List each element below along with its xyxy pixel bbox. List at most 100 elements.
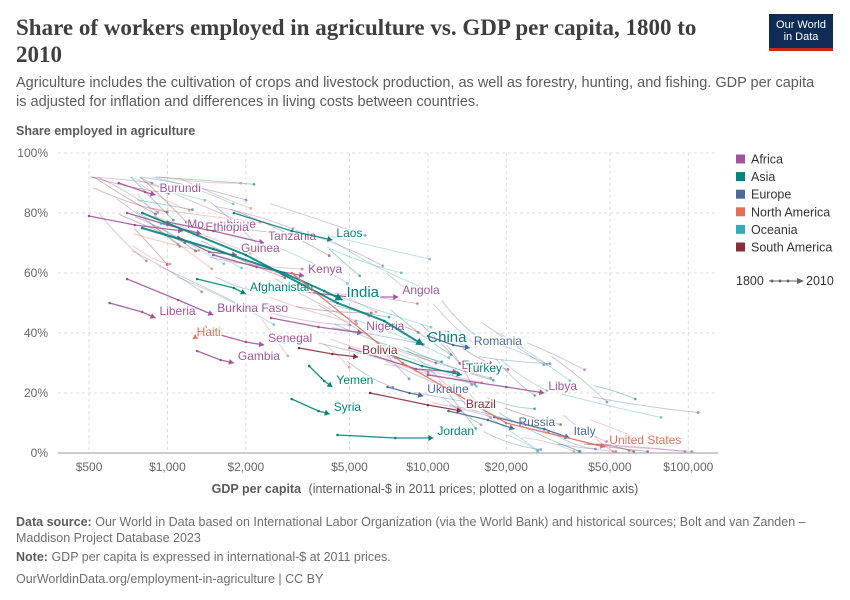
legend-item-oceania[interactable]: Oceania: [736, 223, 798, 237]
series-label: Haiti: [197, 325, 221, 339]
background-trail-end: [154, 212, 158, 216]
series-brazil[interactable]: Brazil: [368, 391, 497, 414]
background-trail: [261, 318, 289, 357]
background-trail-end: [690, 450, 694, 453]
series-label: Romania: [474, 334, 522, 348]
background-trail: [385, 272, 410, 293]
series-point: [87, 214, 91, 218]
legend-item-asia[interactable]: Asia: [736, 170, 775, 184]
background-trail-end: [203, 198, 207, 202]
series-end-arrow: [149, 190, 156, 197]
background-trail: [466, 390, 491, 418]
series-end-arrow: [464, 344, 470, 351]
background-trail: [268, 296, 357, 325]
series-syria[interactable]: Syria: [290, 397, 363, 416]
background-trail-end: [572, 450, 576, 453]
legend-item-south-america[interactable]: South America: [736, 241, 832, 255]
series-jordan[interactable]: Jordan: [336, 423, 476, 441]
series-bolivia[interactable]: Bolivia: [297, 342, 399, 360]
series-nigeria[interactable]: Nigeria: [269, 316, 406, 336]
background-trail: [354, 319, 450, 359]
series-liberia[interactable]: Liberia: [108, 301, 197, 320]
series-angola[interactable]: Angola: [269, 282, 442, 300]
background-trail-end: [447, 356, 451, 360]
series-united-states[interactable]: United States: [290, 271, 683, 449]
series-point: [426, 373, 430, 377]
series-tanzania[interactable]: Tanzania: [166, 220, 318, 245]
background-trail-end: [354, 319, 358, 323]
series-gambia[interactable]: Gambia: [195, 348, 282, 365]
series-point: [212, 229, 215, 233]
background-trail: [498, 412, 581, 452]
series-burkina-faso[interactable]: Burkina Faso: [125, 277, 290, 317]
background-trail-end: [611, 450, 615, 453]
series-egypt[interactable]: Egypt: [348, 346, 494, 375]
background-trail: [158, 176, 241, 184]
background-trail: [135, 216, 196, 252]
series-end-arrow: [258, 238, 265, 245]
footer-url[interactable]: OurWorldinData.org/employment-in-agricul…: [16, 572, 324, 586]
series-point: [244, 253, 248, 257]
background-trail: [384, 363, 482, 384]
series-end-arrow: [258, 341, 265, 348]
background-trail: [561, 393, 662, 418]
background-trail-end: [239, 181, 243, 185]
series-point: [317, 409, 320, 413]
background-trail: [89, 176, 153, 184]
series-turkey[interactable]: Turkey: [368, 346, 504, 377]
series-point: [386, 385, 389, 389]
series-end-arrow: [456, 371, 462, 377]
background-trail: [556, 443, 580, 452]
background-trail-end: [248, 251, 252, 255]
background-trail-end: [568, 379, 572, 383]
background-trail: [209, 256, 303, 270]
legend-item-north-america[interactable]: North America: [736, 205, 830, 219]
background-trail-end: [539, 448, 543, 451]
background-trail: [588, 430, 614, 452]
series-laos[interactable]: Laos: [232, 211, 364, 242]
series-india[interactable]: India: [140, 226, 381, 303]
series-point: [125, 211, 129, 215]
background-trail: [229, 208, 330, 257]
series-point: [317, 325, 320, 329]
series-kenya[interactable]: Kenya: [212, 253, 344, 278]
series-end-arrow: [192, 333, 199, 339]
background-trail: [495, 358, 536, 396]
background-trail: [417, 357, 467, 405]
series-line: [118, 182, 156, 196]
series-point: [382, 319, 386, 323]
background-trail-end: [506, 368, 510, 371]
x-axis-label-bold: GDP per capita: [212, 482, 302, 496]
background-trail: [504, 407, 561, 425]
legend-item-europe[interactable]: Europe: [736, 188, 791, 202]
background-trail-end: [545, 389, 549, 392]
background-trail: [449, 404, 549, 433]
background-trail-end: [222, 262, 226, 266]
note-text: GDP per capita is expressed in internati…: [51, 550, 391, 564]
background-trail: [177, 177, 252, 209]
background-trail-end: [478, 337, 481, 340]
series-romania[interactable]: Romania: [426, 333, 524, 351]
series-libya[interactable]: Libya: [426, 373, 579, 396]
series-haiti[interactable]: Haiti: [192, 324, 222, 341]
series-label: United States: [609, 433, 681, 447]
series-senegal[interactable]: Senegal: [212, 330, 314, 348]
background-trail: [317, 304, 389, 350]
background-trail: [485, 414, 538, 451]
series-yemen[interactable]: Yemen: [307, 364, 375, 389]
series-china[interactable]: China: [140, 211, 469, 348]
series-ukraine[interactable]: Ukraine: [386, 381, 470, 398]
series-burundi[interactable]: Burundi: [117, 180, 202, 197]
background-trail: [373, 340, 410, 380]
background-trail-end: [286, 354, 290, 358]
background-trail-end: [156, 211, 160, 214]
x-axis-label: GDP per capita (international-$ in 2011 …: [212, 482, 639, 496]
logo-line-2: in Data: [783, 31, 819, 43]
series-point: [336, 301, 339, 305]
background-trail: [390, 309, 452, 356]
background-trail: [93, 176, 156, 215]
series-label: Ethiopia: [205, 220, 249, 234]
owid-logo[interactable]: Our World in Data: [769, 14, 833, 51]
legend-item-africa[interactable]: Africa: [736, 153, 783, 167]
